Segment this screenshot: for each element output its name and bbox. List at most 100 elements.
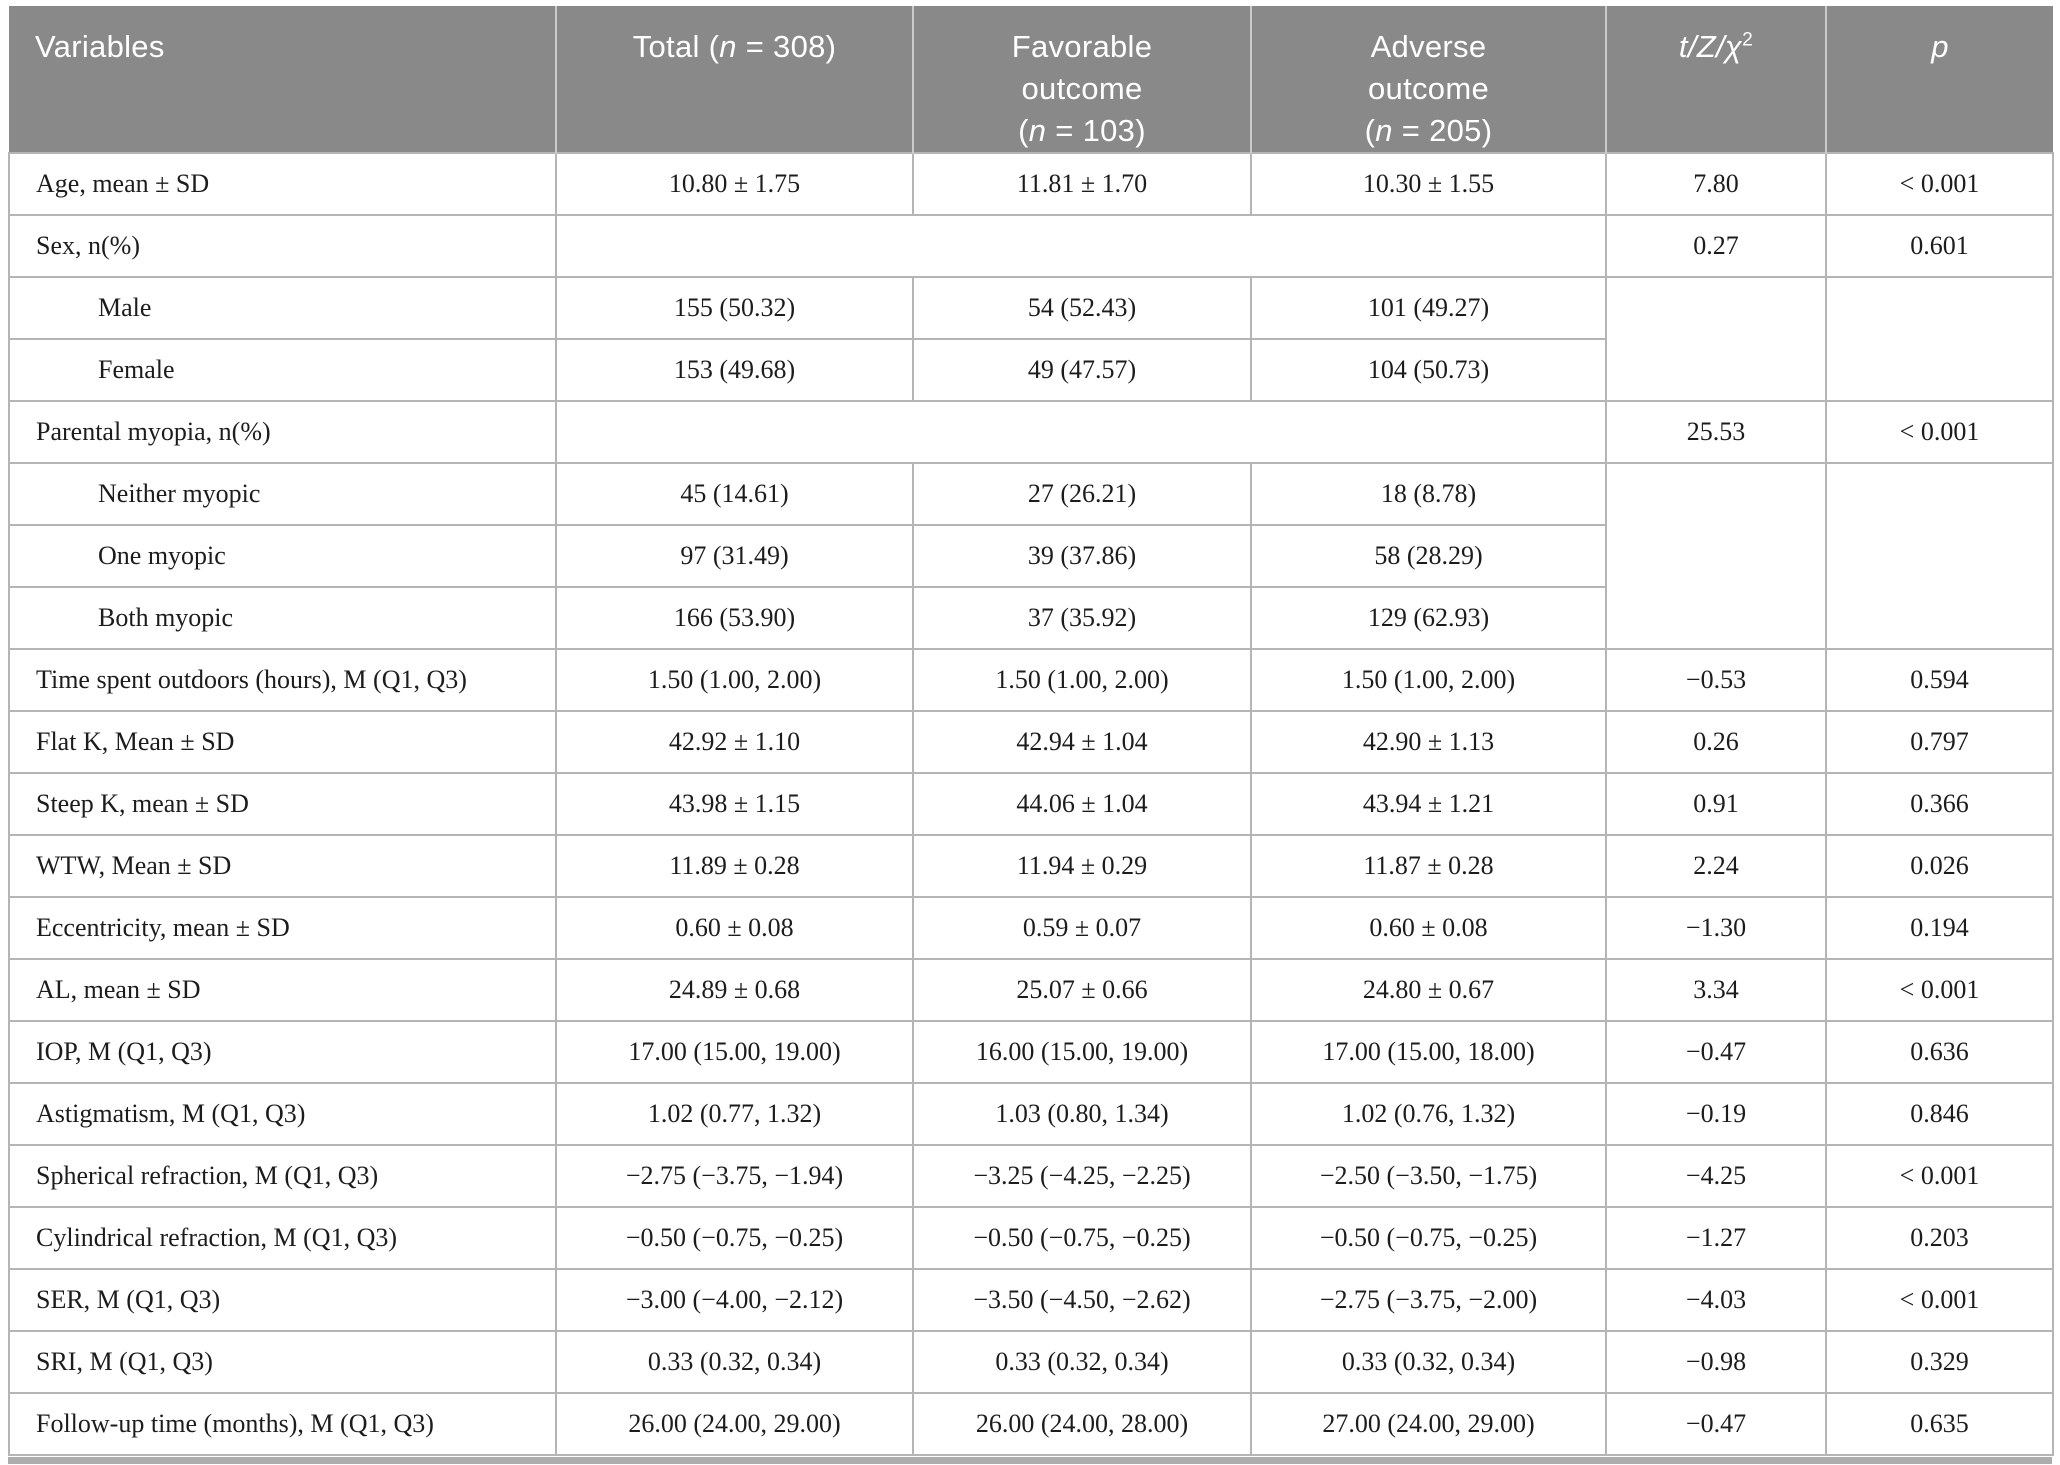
cell-total: 10.80 ± 1.75 — [555, 152, 914, 217]
cell-total: −0.50 (−0.75, −0.25) — [555, 1206, 914, 1271]
cell-total: 17.00 (15.00, 19.00) — [555, 1020, 914, 1085]
cell-p-value-empty — [1825, 276, 2054, 403]
cell-statistic: −1.27 — [1605, 1206, 1827, 1271]
cell-statistic: −0.47 — [1605, 1020, 1827, 1085]
cell-adverse: 1.50 (1.00, 2.00) — [1250, 648, 1607, 713]
row-label: SER, M (Q1, Q3) — [8, 1268, 557, 1333]
cell-total: 45 (14.61) — [555, 462, 914, 527]
cell-favorable: 0.59 ± 0.07 — [912, 896, 1252, 961]
table-row-spherical-refraction: Spherical refraction, M (Q1, Q3) −2.75 (… — [8, 1144, 2054, 1209]
row-label: Astigmatism, M (Q1, Q3) — [8, 1082, 557, 1147]
table-row-age: Age, mean ± SD 10.80 ± 1.75 11.81 ± 1.70… — [8, 152, 2054, 217]
cell-p-value: < 0.001 — [1825, 152, 2054, 217]
row-label: WTW, Mean ± SD — [8, 834, 557, 899]
row-label: Eccentricity, mean ± SD — [8, 896, 557, 961]
table-row-one-myopic: One myopic 97 (31.49) 39 (37.86) 58 (28.… — [8, 524, 2053, 589]
table-row-ser: SER, M (Q1, Q3) −3.00 (−4.00, −2.12) −3.… — [8, 1268, 2054, 1333]
row-label: Steep K, mean ± SD — [8, 772, 557, 837]
cell-statistic: −1.30 — [1605, 896, 1827, 961]
cell-p-value: 0.797 — [1825, 710, 2054, 775]
table-row-al: AL, mean ± SD 24.89 ± 0.68 25.07 ± 0.66 … — [8, 958, 2054, 1023]
cell-p-value: 0.203 — [1825, 1206, 2054, 1271]
cell-statistic: −0.19 — [1605, 1082, 1827, 1147]
cell-favorable: 42.94 ± 1.04 — [912, 710, 1252, 775]
cell-favorable: 16.00 (15.00, 19.00) — [912, 1020, 1252, 1085]
table-row-steep-k: Steep K, mean ± SD 43.98 ± 1.15 44.06 ± … — [8, 772, 2054, 837]
row-label: Spherical refraction, M (Q1, Q3) — [8, 1144, 557, 1209]
row-label: AL, mean ± SD — [8, 958, 557, 1023]
row-label: Both myopic — [8, 586, 557, 651]
cell-p-value: 0.366 — [1825, 772, 2054, 837]
row-label: Parental myopia, n(%) — [8, 400, 557, 465]
row-label: Neither myopic — [8, 462, 557, 527]
cell-favorable: 11.81 ± 1.70 — [912, 152, 1252, 217]
cell-statistic: 0.26 — [1605, 710, 1827, 775]
row-label: One myopic — [8, 524, 557, 589]
cell-p-value: 0.194 — [1825, 896, 2054, 961]
cell-favorable: 1.50 (1.00, 2.00) — [912, 648, 1252, 713]
table-row-wtw: WTW, Mean ± SD 11.89 ± 0.28 11.94 ± 0.29… — [8, 834, 2054, 899]
cell-total: 11.89 ± 0.28 — [555, 834, 914, 899]
cell-statistic: −0.98 — [1605, 1330, 1827, 1395]
cell-favorable: 49 (47.57) — [912, 338, 1252, 403]
cell-total: 26.00 (24.00, 29.00) — [555, 1392, 914, 1457]
table-row-female: Female 153 (49.68) 49 (47.57) 104 (50.73… — [8, 338, 2053, 403]
table-row-iop: IOP, M (Q1, Q3) 17.00 (15.00, 19.00) 16.… — [8, 1020, 2054, 1085]
cell-favorable: 37 (35.92) — [912, 586, 1252, 651]
row-label: SRI, M (Q1, Q3) — [8, 1330, 557, 1395]
cell-adverse: 10.30 ± 1.55 — [1250, 152, 1607, 217]
cell-adverse: 0.60 ± 0.08 — [1250, 896, 1607, 961]
cell-adverse: 129 (62.93) — [1250, 586, 1607, 651]
row-label: Male — [8, 276, 557, 341]
cell-statistic: −4.25 — [1605, 1144, 1827, 1209]
cell-statistic: −4.03 — [1605, 1268, 1827, 1333]
cell-favorable: 54 (52.43) — [912, 276, 1252, 341]
cell-statistic: −0.47 — [1605, 1392, 1827, 1457]
cell-p-value: < 0.001 — [1825, 1144, 2054, 1209]
col-header-adverse-outcome: Adverse outcome (n = 205) — [1250, 6, 1606, 154]
cell-p-value: 0.594 — [1825, 648, 2054, 713]
row-label: Age, mean ± SD — [8, 152, 557, 217]
cell-p-value: 0.026 — [1825, 834, 2054, 899]
cell-total: 24.89 ± 0.68 — [555, 958, 914, 1023]
table-row-cylindrical-refraction: Cylindrical refraction, M (Q1, Q3) −0.50… — [8, 1206, 2054, 1271]
table-row-sri: SRI, M (Q1, Q3) 0.33 (0.32, 0.34) 0.33 (… — [8, 1330, 2054, 1395]
table-row-male: Male 155 (50.32) 54 (52.43) 101 (49.27) — [8, 276, 2054, 403]
cell-adverse: 43.94 ± 1.21 — [1250, 772, 1607, 837]
cell-p-value: 0.601 — [1825, 214, 2054, 279]
cell-favorable: −3.25 (−4.25, −2.25) — [912, 1144, 1252, 1209]
cell-statistic: 0.91 — [1605, 772, 1827, 837]
table-row-parental-myopia: Parental myopia, n(%) 25.53 < 0.001 — [8, 400, 2054, 465]
row-label: Flat K, Mean ± SD — [8, 710, 557, 775]
row-label: IOP, M (Q1, Q3) — [8, 1020, 557, 1085]
cell-adverse: 18 (8.78) — [1250, 462, 1607, 527]
cell-favorable: 26.00 (24.00, 28.00) — [912, 1392, 1252, 1457]
row-label: Time spent outdoors (hours), M (Q1, Q3) — [8, 648, 557, 713]
col-header-variables: Variables — [9, 6, 556, 154]
cell-favorable: 0.33 (0.32, 0.34) — [912, 1330, 1252, 1395]
cell-p-value: < 0.001 — [1825, 400, 2054, 465]
cell-total: 43.98 ± 1.15 — [555, 772, 914, 837]
cell-adverse: 17.00 (15.00, 18.00) — [1250, 1020, 1607, 1085]
cell-adverse: 104 (50.73) — [1250, 338, 1607, 403]
cell-p-value: 0.636 — [1825, 1020, 2054, 1085]
cell-p-value: 0.846 — [1825, 1082, 2054, 1147]
table-row-astigmatism: Astigmatism, M (Q1, Q3) 1.02 (0.77, 1.32… — [8, 1082, 2054, 1147]
col-header-total: Total (n = 308) — [555, 6, 913, 154]
cell-adverse: 24.80 ± 0.67 — [1250, 958, 1607, 1023]
cell-total: 1.02 (0.77, 1.32) — [555, 1082, 914, 1147]
cell-p-value-empty — [1825, 462, 2054, 651]
table-bottom-rule — [8, 1457, 2052, 1465]
cell-p-value: < 0.001 — [1825, 1268, 2054, 1333]
col-header-favorable-outcome: Favorable outcome (n = 103) — [912, 6, 1251, 154]
cell-favorable: 44.06 ± 1.04 — [912, 772, 1252, 837]
cell-statistic-empty — [1605, 462, 1827, 651]
cell-adverse: 42.90 ± 1.13 — [1250, 710, 1607, 775]
table-row-sex: Sex, n(%) 0.27 0.601 — [8, 214, 2054, 279]
chi-squared-superscript: 2 — [1742, 29, 1754, 51]
col-header-statistic: t/Z/χ2 — [1605, 6, 1826, 154]
cell-total: 1.50 (1.00, 2.00) — [555, 648, 914, 713]
cell-favorable: −0.50 (−0.75, −0.25) — [912, 1206, 1252, 1271]
table-row-both-myopic: Both myopic 166 (53.90) 37 (35.92) 129 (… — [8, 586, 2053, 651]
